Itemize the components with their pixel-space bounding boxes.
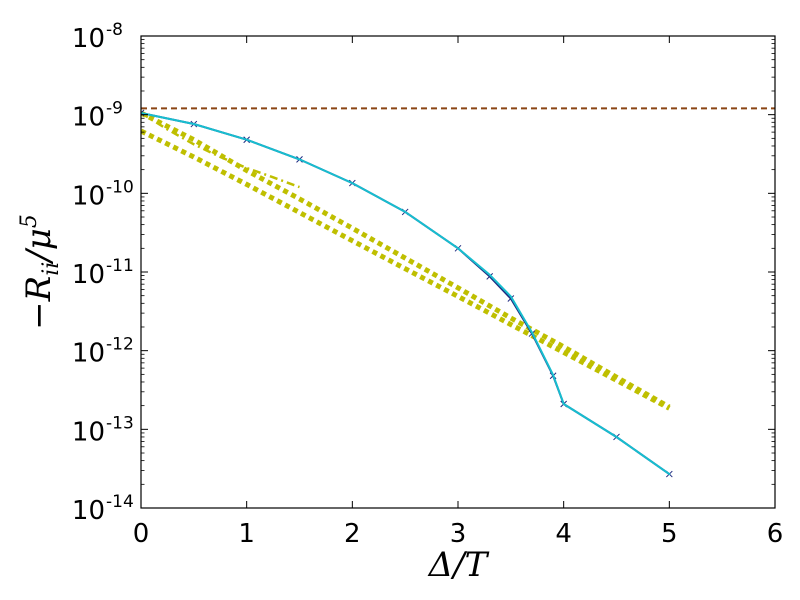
y-tick-label: 10 -13: [72, 413, 134, 447]
y-tick-base: 10: [72, 24, 105, 54]
series-line-4: [141, 111, 300, 189]
series-layer: [141, 107, 775, 478]
y-tick-label: 10 -11: [72, 256, 134, 290]
series-line-6: [141, 112, 671, 476]
series-line-2: [141, 110, 671, 410]
y-tick-exponent: -8: [106, 20, 123, 40]
y-tick-exponent: -13: [106, 413, 134, 433]
x-tick-label: 4: [555, 519, 572, 549]
x-tick-label: 1: [238, 519, 255, 549]
x-tick-labels: 0 1 2 3 4 5 6: [133, 519, 784, 549]
y-tick-label: 10 -8: [72, 20, 123, 54]
y-tick-base: 10: [72, 103, 105, 133]
y-tick-base: 10: [72, 496, 105, 526]
y-tick-base: 10: [72, 181, 105, 211]
y-tick-label: 10 -12: [72, 335, 134, 369]
y-tick-label: 10 -9: [72, 99, 123, 133]
x-axis-title: Δ/T: [427, 545, 490, 585]
x-tick-label: 0: [133, 519, 150, 549]
x-tick-label: 5: [661, 519, 678, 549]
y-axis-title: −Rii/μ5: [17, 214, 64, 330]
y-tick-exponent: -12: [106, 335, 134, 355]
x-tick-label: 2: [344, 519, 361, 549]
series-line-3: [141, 128, 671, 411]
y-tick-label: 10 -10: [72, 177, 134, 211]
y-tick-exponent: -10: [106, 177, 134, 197]
y-tick-base: 10: [72, 260, 105, 290]
y-tick-label: 10 -14: [72, 492, 134, 526]
y-tick-exponent: -14: [106, 492, 134, 512]
x-tick-label: 6: [767, 519, 784, 549]
y-tick-exponent: -9: [106, 99, 123, 119]
y-tick-base: 10: [72, 339, 105, 369]
x-tick-label: 3: [450, 519, 467, 549]
plot-frame: [140, 35, 776, 509]
y-tick-exponent: -11: [106, 256, 134, 276]
y-axis-label: −Rii/μ5: [17, 214, 64, 330]
tick-layer: [140, 35, 776, 509]
y-tick-base: 10: [72, 417, 105, 447]
x-axis-label: Δ/T: [427, 545, 490, 585]
